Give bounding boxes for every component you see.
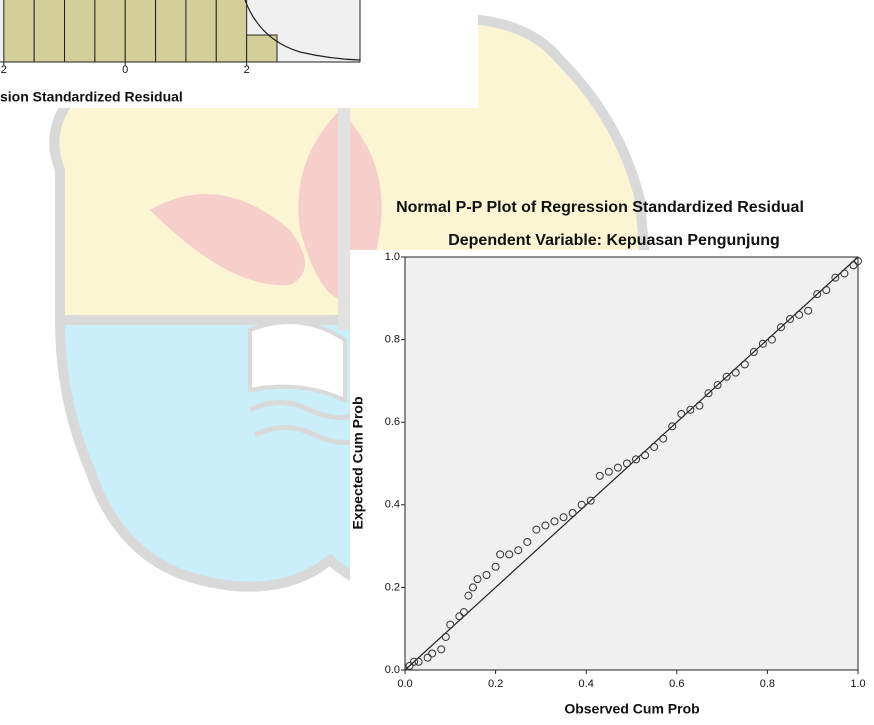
y-tick-label: 0.2 xyxy=(385,581,400,593)
histogram-bar xyxy=(125,0,155,62)
histogram-x-label: sion Standardized Residual xyxy=(0,89,183,105)
y-tick-label: 0.0 xyxy=(385,664,400,676)
x-tick-label: 0 xyxy=(122,64,128,76)
document: sion Standardized Residual Normal P-P Pl… xyxy=(0,0,874,720)
x-tick-label: 0.8 xyxy=(760,678,775,690)
histogram-bar xyxy=(95,0,125,62)
y-tick-label: 1.0 xyxy=(385,251,400,263)
y-tick-label: 0.6 xyxy=(385,416,400,428)
histogram-bar xyxy=(247,35,277,62)
histogram-bar xyxy=(65,0,95,62)
histogram-bar xyxy=(34,0,64,62)
y-tick-label: 0.8 xyxy=(385,334,400,346)
x-tick-label: 0.2 xyxy=(488,678,503,690)
histogram-bar xyxy=(186,0,216,62)
x-tick-label: 0.4 xyxy=(579,678,594,690)
page: {"chart_data": [ {"type": "histogram", "… xyxy=(0,0,874,720)
x-tick-label: 0.0 xyxy=(397,678,412,690)
histogram-bar xyxy=(156,0,186,62)
x-tick-label: 0.6 xyxy=(669,678,684,690)
x-tick-label: 1.0 xyxy=(850,678,865,690)
histogram-bar xyxy=(4,0,34,62)
y-tick-label: 0.4 xyxy=(385,499,400,511)
y-axis-label: Expected Cum Prob xyxy=(350,396,366,529)
x-tick-label: 2 xyxy=(1,64,7,76)
histogram-bar xyxy=(216,0,246,62)
x-tick-label: 2 xyxy=(244,64,250,76)
chart-subtitle: Dependent Variable: Kepuasan Pengunjung xyxy=(448,232,780,249)
chart-title: Normal P-P Plot of Regression Standardiz… xyxy=(396,199,804,216)
x-axis-label: Observed Cum Prob xyxy=(564,701,699,717)
